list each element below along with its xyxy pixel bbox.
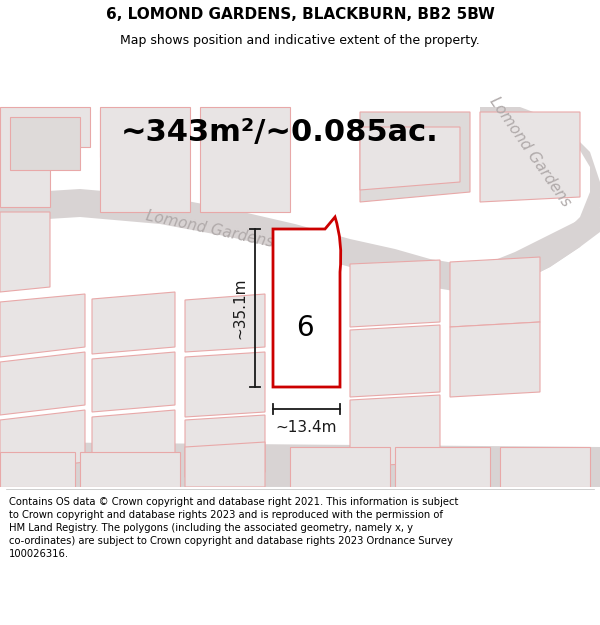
Polygon shape <box>10 117 80 170</box>
Polygon shape <box>350 260 440 327</box>
Polygon shape <box>0 107 90 207</box>
Text: Contains OS data © Crown copyright and database right 2021. This information is : Contains OS data © Crown copyright and d… <box>9 497 458 559</box>
Polygon shape <box>0 212 50 292</box>
Polygon shape <box>185 415 265 477</box>
Polygon shape <box>450 257 540 327</box>
Polygon shape <box>450 322 540 397</box>
Polygon shape <box>500 447 590 487</box>
Polygon shape <box>0 294 85 357</box>
Polygon shape <box>185 442 265 487</box>
Polygon shape <box>395 447 490 487</box>
Polygon shape <box>0 442 600 487</box>
Polygon shape <box>100 110 185 157</box>
Text: 6, LOMOND GARDENS, BLACKBURN, BB2 5BW: 6, LOMOND GARDENS, BLACKBURN, BB2 5BW <box>106 6 494 21</box>
Text: ~13.4m: ~13.4m <box>276 420 337 435</box>
Polygon shape <box>185 294 265 352</box>
Polygon shape <box>290 447 390 487</box>
Polygon shape <box>80 452 180 487</box>
Text: ~343m²/~0.085ac.: ~343m²/~0.085ac. <box>121 118 439 146</box>
Polygon shape <box>185 352 265 417</box>
Text: Lomond Gardens: Lomond Gardens <box>487 94 574 210</box>
Polygon shape <box>360 112 470 202</box>
Polygon shape <box>350 395 440 467</box>
PathPatch shape <box>273 217 341 387</box>
Text: ~35.1m: ~35.1m <box>233 278 248 339</box>
Polygon shape <box>0 352 85 415</box>
Polygon shape <box>0 410 85 472</box>
Text: 6: 6 <box>296 314 314 342</box>
Polygon shape <box>480 112 580 202</box>
Polygon shape <box>92 410 175 472</box>
Text: Lomond Gardens: Lomond Gardens <box>145 208 275 250</box>
Polygon shape <box>200 107 290 212</box>
Polygon shape <box>92 352 175 412</box>
Polygon shape <box>100 107 190 212</box>
Polygon shape <box>0 189 600 292</box>
Polygon shape <box>0 452 75 487</box>
Text: Map shows position and indicative extent of the property.: Map shows position and indicative extent… <box>120 34 480 47</box>
Polygon shape <box>92 292 175 354</box>
Polygon shape <box>480 107 600 292</box>
Polygon shape <box>360 127 460 190</box>
Polygon shape <box>350 325 440 397</box>
